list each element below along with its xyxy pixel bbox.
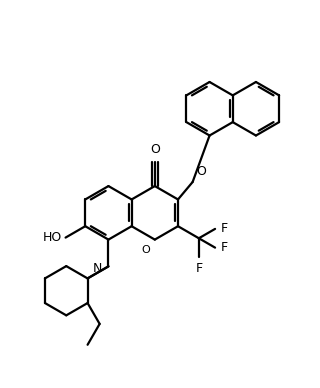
Text: F: F xyxy=(221,241,228,254)
Text: O: O xyxy=(141,244,150,255)
Text: F: F xyxy=(195,262,203,275)
Text: N: N xyxy=(92,262,102,275)
Text: O: O xyxy=(196,165,206,178)
Text: F: F xyxy=(221,222,228,236)
Text: O: O xyxy=(150,143,160,156)
Text: HO: HO xyxy=(42,231,62,244)
